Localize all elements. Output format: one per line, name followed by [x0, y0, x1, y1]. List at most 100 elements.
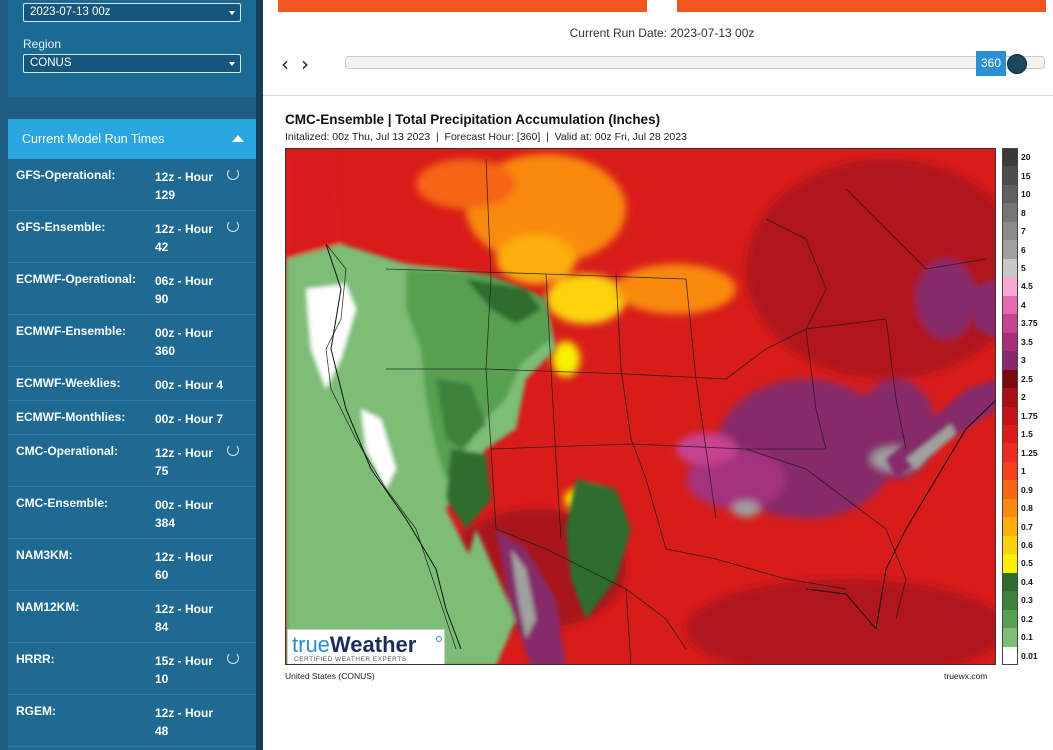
site-caption: truewx.com: [944, 671, 988, 681]
legend-label: 1.5: [1021, 429, 1033, 440]
model-run-name: NAM3KM:: [16, 548, 73, 562]
legend-label: 0.8: [1021, 503, 1033, 514]
model-run-time: 12z - Hour 42: [155, 222, 214, 254]
legend-label: 0.9: [1021, 484, 1033, 495]
sidebar: 2023-07-13 00z Region CONUS Current Mode…: [0, 0, 263, 750]
legend-label: 0.3: [1021, 595, 1033, 606]
legend-label: 1: [1021, 466, 1026, 477]
model-run-row[interactable]: NAM3KM: 12z - Hour 60: [8, 539, 256, 591]
runs-panel-header[interactable]: Current Model Run Times: [8, 119, 256, 159]
legend-label: 5: [1021, 263, 1026, 274]
model-run-time: 00z - Hour 4: [155, 378, 224, 392]
legend-label: 0.5: [1021, 558, 1033, 569]
model-run-list: GFS-Operational: 12z - Hour 129 GFS-Ensemb…: [8, 159, 256, 747]
loading-spinner-icon: [227, 220, 239, 232]
model-run-time: 12z - Hour 129: [155, 170, 214, 202]
model-run-name: ECMWF-Ensemble:: [16, 324, 127, 338]
model-run-row[interactable]: RGEM: 12z - Hour 48: [8, 695, 256, 747]
precipitation-map-image: [286, 149, 995, 664]
model-run-time: 12z - Hour 60: [155, 550, 214, 582]
collapse-up-icon[interactable]: [232, 135, 244, 142]
slider-handle[interactable]: [1007, 54, 1027, 74]
legend-label: 2.5: [1021, 373, 1033, 384]
legend-swatch: [1002, 221, 1018, 241]
legend-label: 0.1: [1021, 632, 1033, 643]
legend-swatch: [1002, 628, 1018, 648]
legend-label: 1.25: [1021, 447, 1038, 458]
run-date-select[interactable]: 2023-07-13 00z: [23, 3, 241, 22]
model-run-time: 12z - Hour 84: [155, 602, 214, 634]
model-run-name: HRRR:: [16, 652, 55, 666]
logo-text: trueWeather: [292, 632, 416, 658]
model-run-row[interactable]: ECMWF-Weeklies: 00z - Hour 4: [8, 367, 256, 401]
model-run-time: 06z - Hour 90: [155, 274, 214, 306]
legend-swatch: [1002, 295, 1018, 315]
slider-value-badge: 360: [976, 51, 1006, 76]
legend-label: 0.4: [1021, 576, 1033, 587]
sidebar-scrollbar[interactable]: [256, 0, 263, 750]
legend-label: 8: [1021, 207, 1026, 218]
model-run-row[interactable]: CMC-Operational: 12z - Hour 75: [8, 435, 256, 487]
loading-spinner-icon: [227, 168, 239, 180]
orange-tab-left[interactable]: [278, 0, 647, 12]
legend-swatch: [1002, 258, 1018, 278]
logo-word-true: true: [292, 632, 330, 657]
model-run-row[interactable]: GFS-Ensemble: 12z - Hour 42: [8, 211, 256, 263]
legend-swatch: [1002, 535, 1018, 555]
legend-label: 2: [1021, 392, 1026, 403]
model-run-row[interactable]: CMC-Ensemble: 00z - Hour 384: [8, 487, 256, 539]
forecast-hour-slider[interactable]: [345, 56, 1045, 69]
legend-swatch: [1002, 424, 1018, 444]
orange-tab-right[interactable]: [677, 0, 1046, 12]
legend-label: 1.75: [1021, 410, 1038, 421]
model-run-name: CMC-Ensemble:: [16, 496, 109, 510]
chevron-right-icon[interactable]: ›: [301, 52, 309, 76]
logo-dot-icon: [436, 636, 442, 642]
legend-label: 10: [1021, 189, 1031, 200]
caret-down-icon: [229, 62, 235, 66]
map-title: CMC-Ensemble | Total Precipitation Accum…: [285, 112, 661, 127]
legend-label: 0.6: [1021, 539, 1033, 550]
legend-label: 3: [1021, 355, 1026, 366]
legend-swatch: [1002, 184, 1018, 204]
trueweather-logo: trueWeather CERTIFIED WEATHER EXPERTS: [287, 629, 445, 664]
model-run-row[interactable]: ECMWF-Monthlies: 00z - Hour 7: [8, 401, 256, 435]
model-run-row[interactable]: GFS-Operational: 12z - Hour 129: [8, 159, 256, 211]
legend-label: 0.2: [1021, 613, 1033, 624]
model-run-time: 12z - Hour 48: [155, 706, 214, 738]
model-run-time: 00z - Hour 384: [155, 498, 214, 530]
model-run-row[interactable]: ECMWF-Ensemble: 00z - Hour 360: [8, 315, 256, 367]
model-run-times-panel: Current Model Run Times GFS-Operational:…: [8, 119, 256, 750]
precipitation-map[interactable]: trueWeather CERTIFIED WEATHER EXPERTS: [285, 148, 996, 665]
region-caption: United States (CONUS): [285, 671, 375, 681]
legend-swatch: [1002, 314, 1018, 334]
logo-word-weather: Weather: [329, 632, 417, 657]
legend-label: 3.75: [1021, 318, 1038, 329]
model-run-row[interactable]: ECMWF-Operational: 06z - Hour 90: [8, 263, 256, 315]
chevron-left-icon[interactable]: ‹: [281, 52, 289, 76]
legend-swatch: [1002, 517, 1018, 537]
legend-label: 4.5: [1021, 281, 1033, 292]
legend-swatch: [1002, 461, 1018, 481]
model-run-time: 00z - Hour 7: [155, 412, 224, 426]
legend-swatch: [1002, 388, 1018, 407]
region-select[interactable]: CONUS: [23, 54, 241, 73]
legend-swatch: [1002, 609, 1018, 629]
legend-swatch: [1002, 369, 1018, 389]
model-run-name: NAM12KM:: [16, 600, 80, 614]
main-panel: Current Run Date: 2023-07-13 00z ‹ › 360…: [263, 0, 1053, 750]
legend-label: 7: [1021, 226, 1026, 237]
legend-swatch: [1002, 443, 1018, 463]
model-run-name: RGEM:: [16, 704, 56, 718]
legend-label: 0.01: [1021, 650, 1038, 661]
model-run-row[interactable]: NAM12KM: 12z - Hour 84: [8, 591, 256, 643]
map-subtitle: Initalized: 00z Thu, Jul 13 2023 | Forec…: [285, 131, 687, 143]
legend-swatch: [1002, 166, 1018, 186]
model-run-name: GFS-Operational:: [16, 168, 116, 182]
legend-swatch: [1002, 332, 1018, 352]
logo-tagline: CERTIFIED WEATHER EXPERTS: [294, 656, 407, 663]
legend-label: 20: [1021, 152, 1031, 163]
run-date-select-value: 2023-07-13 00z: [30, 6, 111, 18]
model-run-row[interactable]: HRRR: 15z - Hour 10: [8, 643, 256, 695]
legend-swatch: [1002, 203, 1018, 223]
